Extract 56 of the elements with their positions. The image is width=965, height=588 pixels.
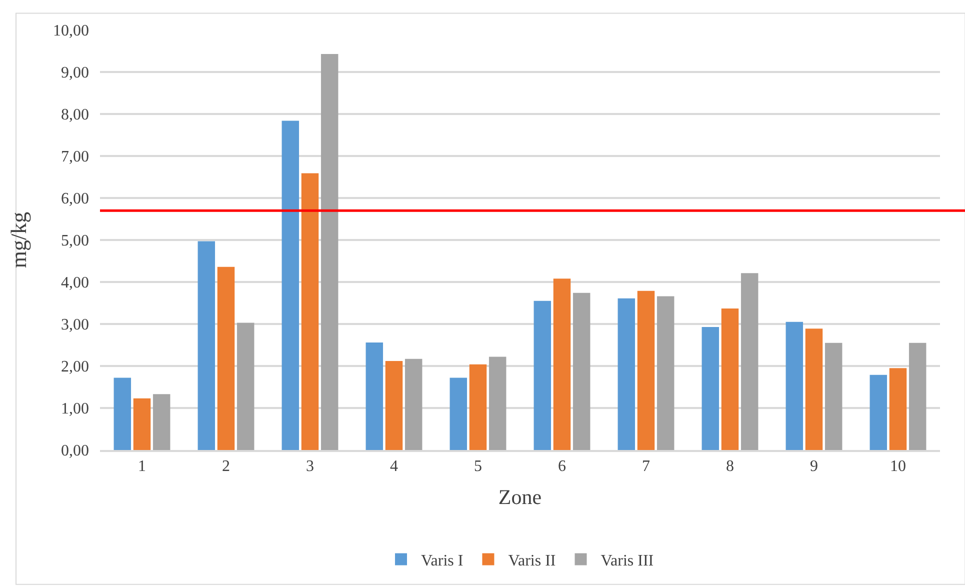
y-tick-label: 0,00 xyxy=(61,442,89,460)
bar xyxy=(404,358,422,450)
bar xyxy=(786,322,804,450)
bar xyxy=(366,342,384,450)
x-tick-label: 3 xyxy=(306,458,314,476)
y-tick-label: 6,00 xyxy=(61,190,89,208)
bar xyxy=(721,308,739,450)
bar xyxy=(637,290,655,450)
y-tick-label: 1,00 xyxy=(61,400,89,418)
x-axis-title: Zone xyxy=(498,484,542,509)
x-tick-label: 4 xyxy=(390,458,398,476)
y-tick-label: 4,00 xyxy=(61,274,89,292)
x-tick-label: 1 xyxy=(138,458,146,476)
y-tick-label: 2,00 xyxy=(61,358,89,376)
x-tick-label: 10 xyxy=(890,458,906,476)
bar xyxy=(282,120,300,450)
bar xyxy=(889,368,907,450)
y-tick-label: 5,00 xyxy=(61,232,89,250)
x-tick-label: 5 xyxy=(474,458,482,476)
x-tick-label: 7 xyxy=(642,458,650,476)
bar xyxy=(553,278,571,450)
bar xyxy=(534,300,552,450)
bar xyxy=(198,241,216,450)
bar xyxy=(908,342,926,450)
x-tick-label: 6 xyxy=(558,458,566,476)
y-axis-title: mg/kg xyxy=(6,212,31,268)
bar xyxy=(450,378,468,450)
y-tick-label: 3,00 xyxy=(61,316,89,334)
legend-label: Varis II xyxy=(508,552,556,570)
bar xyxy=(114,378,132,450)
bar xyxy=(805,328,823,450)
bar xyxy=(236,322,254,450)
bar xyxy=(656,296,674,450)
y-tick-label: 9,00 xyxy=(61,64,89,82)
bar xyxy=(740,273,758,450)
x-tick-label: 9 xyxy=(810,458,818,476)
legend-label: Varis III xyxy=(600,552,654,570)
y-tick-label: 10,00 xyxy=(53,22,89,40)
bar xyxy=(301,173,319,450)
bar xyxy=(320,54,338,450)
bar xyxy=(824,342,842,450)
bar xyxy=(488,356,506,450)
y-tick-label: 8,00 xyxy=(61,106,89,124)
x-tick-label: 8 xyxy=(726,458,734,476)
bar xyxy=(385,360,403,450)
y-tick-label: 7,00 xyxy=(61,148,89,166)
bar xyxy=(870,374,888,450)
bar xyxy=(152,394,170,450)
bar xyxy=(618,298,636,450)
bar xyxy=(217,266,235,450)
x-tick-label: 2 xyxy=(222,458,230,476)
bar xyxy=(572,292,590,450)
bar xyxy=(133,398,151,450)
bar xyxy=(469,364,487,450)
legend-label: Varis I xyxy=(421,552,464,570)
bar xyxy=(702,326,720,450)
